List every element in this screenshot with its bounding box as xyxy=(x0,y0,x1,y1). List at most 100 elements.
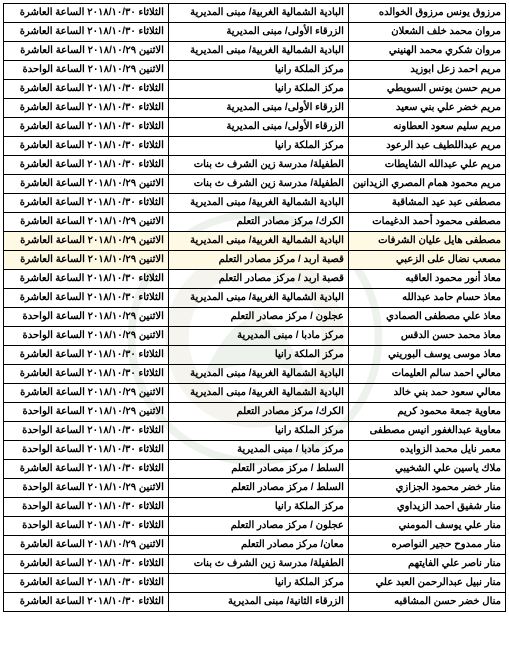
name-cell: منار ممدوح حجير النواصره xyxy=(348,536,505,555)
name-cell: مريم محمود همام المصري الزيدانين xyxy=(348,175,505,194)
location-cell: الكرك/ مركز مصادر التعلم xyxy=(168,403,348,422)
datetime-cell: الاثنين ٢٠١٨/١٠/٢٩ الساعة الواحدة xyxy=(4,479,169,498)
location-cell: الطفيلة/ مدرسة زين الشرف ث بنات xyxy=(168,175,348,194)
table-row: منار ناصر علي الفايتهمالطفيلة/ مدرسة زين… xyxy=(4,555,506,574)
table-row: مصطفى عبد عيد المشاقبةالبادية الشمالية ا… xyxy=(4,194,506,213)
datetime-cell: الاثنين ٢٠١٨/١٠/٢٩ الساعة العاشرة xyxy=(4,251,169,270)
table-row: معاذ أنور محمود العاقبهقصبة اربد / مركز … xyxy=(4,270,506,289)
datetime-cell: الثلاثاء ٢٠١٨/١٠/٣٠ الساعة العاشرة xyxy=(4,574,169,593)
table-row: معاذ حسام حامد عبداللهالبادية الشمالية ا… xyxy=(4,289,506,308)
location-cell: البادية الشمالية الغربية/ مبنى المديرية xyxy=(168,194,348,213)
location-cell: السلط / مركز مصادر التعلم xyxy=(168,479,348,498)
location-cell: الكرك/ مركز مصادر التعلم xyxy=(168,213,348,232)
location-cell: مركز الملكة رانيا xyxy=(168,80,348,99)
location-cell: قصبة اربد / مركز مصادر التعلم xyxy=(168,251,348,270)
location-cell: عجلون / مركز مصادر التعلم xyxy=(168,517,348,536)
location-cell: الطفيلة/ مدرسة زين الشرف ث بنات xyxy=(168,156,348,175)
datetime-cell: الثلاثاء ٢٠١٨/١٠/٣٠ الساعة العاشرة xyxy=(4,555,169,574)
name-cell: معاذ حسام حامد عبدالله xyxy=(348,289,505,308)
datetime-cell: الثلاثاء ٢٠١٨/١٠/٣٠ الساعة الواحدة xyxy=(4,441,169,460)
location-cell: مركز مادبا / مبنى المديرية xyxy=(168,441,348,460)
name-cell: معاوية عبدالغفور انيس مصطفى xyxy=(348,422,505,441)
name-cell: مصطفى محمود أحمد الدغيمات xyxy=(348,213,505,232)
name-cell: منار شفيق احمد الزيداوي xyxy=(348,498,505,517)
data-table: مرزوق يونس مرزوق الخوالدهالبادية الشمالي… xyxy=(3,3,506,612)
name-cell: مصطفى عبد عيد المشاقبة xyxy=(348,194,505,213)
table-row: مروان محمد خلف الشعلانالزرقاء الأولى/ مب… xyxy=(4,23,506,42)
name-cell: معاذ محمد حسن الدقس xyxy=(348,327,505,346)
datetime-cell: الاثنين ٢٠١٨/١٠/٢٩ الساعة العاشرة xyxy=(4,213,169,232)
name-cell: منال خضر حسن المشاقبه xyxy=(348,593,505,612)
datetime-cell: الاثنين ٢٠١٨/١٠/٢٩ الساعة العاشرة xyxy=(4,536,169,555)
datetime-cell: الثلاثاء ٢٠١٨/١٠/٣٠ الساعة العاشرة xyxy=(4,194,169,213)
location-cell: الزرقاء الأولى/ مبنى المديرية xyxy=(168,99,348,118)
name-cell: معاذ أنور محمود العاقبه xyxy=(348,270,505,289)
name-cell: منار خضر محمود الجزازي xyxy=(348,479,505,498)
location-cell: مركز الملكة رانيا xyxy=(168,574,348,593)
name-cell: معالي احمد سالم العليمات xyxy=(348,365,505,384)
location-cell: البادية الشمالية الغربية/ مبنى المديرية xyxy=(168,384,348,403)
table-row: منال خضر حسن المشاقبهالزرقاء الثانية/ مب… xyxy=(4,593,506,612)
datetime-cell: الثلاثاء ٢٠١٨/١٠/٣٠ الساعة العاشرة xyxy=(4,118,169,137)
location-cell: البادية الشمالية الغربية/ مبنى المديرية xyxy=(168,42,348,61)
datetime-cell: الثلاثاء ٢٠١٨/١٠/٣٠ الساعة العاشرة xyxy=(4,137,169,156)
datetime-cell: الثلاثاء ٢٠١٨/١٠/٣٠ الساعة العاشرة xyxy=(4,4,169,23)
datetime-cell: الثلاثاء ٢٠١٨/١٠/٣٠ الساعة العاشرة xyxy=(4,99,169,118)
table-row: مريم حسن يونس السويطيمركز الملكة رانياال… xyxy=(4,80,506,99)
name-cell: معمر نايل محمد الزوايده xyxy=(348,441,505,460)
datetime-cell: الثلاثاء ٢٠١٨/١٠/٣٠ الساعة العاشرة xyxy=(4,346,169,365)
datetime-cell: الثلاثاء ٢٠١٨/١٠/٣٠ الساعة الواحدة xyxy=(4,498,169,517)
datetime-cell: الاثنين ٢٠١٨/١٠/٢٩ الساعة الواحدة xyxy=(4,308,169,327)
table-row: منار علي يوسف المومنيعجلون / مركز مصادر … xyxy=(4,517,506,536)
datetime-cell: الثلاثاء ٢٠١٨/١٠/٣٠ الساعة العاشرة xyxy=(4,460,169,479)
location-cell: مركز الملكة رانيا xyxy=(168,422,348,441)
table-row: مريم علي عبدالله الشايطاتالطفيلة/ مدرسة … xyxy=(4,156,506,175)
table-row: معاذ موسى يوسف البورينيمركز الملكة رانيا… xyxy=(4,346,506,365)
name-cell: معاوية جمعة محمود كريم xyxy=(348,403,505,422)
table-row: معمر نايل محمد الزوايدهمركز مادبا / مبنى… xyxy=(4,441,506,460)
location-cell: مركز الملكة رانيا xyxy=(168,61,348,80)
table-row: معاذ علي مصطفى الصماديعجلون / مركز مصادر… xyxy=(4,308,506,327)
name-cell: معاذ علي مصطفى الصمادي xyxy=(348,308,505,327)
location-cell: السلط / مركز مصادر التعلم xyxy=(168,460,348,479)
location-cell: البادية الشمالية الغربية/ مبنى المديرية xyxy=(168,365,348,384)
location-cell: البادية الشمالية الغربية/ مبنى المديرية xyxy=(168,289,348,308)
datetime-cell: الاثنين ٢٠١٨/١٠/٢٩ الساعة العاشرة xyxy=(4,175,169,194)
datetime-cell: الاثنين ٢٠١٨/١٠/٢٩ الساعة الواحدة xyxy=(4,61,169,80)
table-row: معاوية جمعة محمود كريمالكرك/ مركز مصادر … xyxy=(4,403,506,422)
location-cell: الزرقاء الأولى/ مبنى المديرية xyxy=(168,23,348,42)
name-cell: ملاك ياسين علي الشخيبي xyxy=(348,460,505,479)
location-cell: مركز الملكة رانيا xyxy=(168,498,348,517)
name-cell: مصعب نضال على الزعبي xyxy=(348,251,505,270)
name-cell: مريم علي عبدالله الشايطات xyxy=(348,156,505,175)
datetime-cell: الاثنين ٢٠١٨/١٠/٢٩ الساعة الواحدة xyxy=(4,327,169,346)
table-row: مصعب نضال على الزعبيقصبة اربد / مركز مصا… xyxy=(4,251,506,270)
name-cell: منار علي يوسف المومني xyxy=(348,517,505,536)
table-row: مرزوق يونس مرزوق الخوالدهالبادية الشمالي… xyxy=(4,4,506,23)
table-row: مريم عبداللطيف عبد الرعودمركز الملكة ران… xyxy=(4,137,506,156)
name-cell: مريم سليم سعود العطاونه xyxy=(348,118,505,137)
table-row: منار ممدوح حجير النواصرهمعان/ مركز مصادر… xyxy=(4,536,506,555)
table-row: معالي احمد سالم العليماتالبادية الشمالية… xyxy=(4,365,506,384)
table-row: مريم خضر علي بني سعيدالزرقاء الأولى/ مبن… xyxy=(4,99,506,118)
name-cell: مريم خضر علي بني سعيد xyxy=(348,99,505,118)
location-cell: معان/ مركز مصادر التعلم xyxy=(168,536,348,555)
name-cell: معالي سعود حمد بني خالد xyxy=(348,384,505,403)
table-row: مروان شكري محمد الهنينيالبادية الشمالية … xyxy=(4,42,506,61)
location-cell: عجلون / مركز مصادر التعلم xyxy=(168,308,348,327)
datetime-cell: الثلاثاء ٢٠١٨/١٠/٣٠ الساعة العاشرة xyxy=(4,593,169,612)
location-cell: الطفيلة/ مدرسة زين الشرف ث بنات xyxy=(168,555,348,574)
table-row: ملاك ياسين علي الشخيبيالسلط / مركز مصادر… xyxy=(4,460,506,479)
datetime-cell: الثلاثاء ٢٠١٨/١٠/٣٠ الساعة العاشرة xyxy=(4,23,169,42)
location-cell: مركز الملكة رانيا xyxy=(168,137,348,156)
location-cell: مركز الملكة رانيا xyxy=(168,346,348,365)
datetime-cell: الاثنين ٢٠١٨/١٠/٢٩ الساعة الواحدة xyxy=(4,403,169,422)
table-row: منار نبيل عبدالرحمن العبد عليمركز الملكة… xyxy=(4,574,506,593)
name-cell: مروان محمد خلف الشعلان xyxy=(348,23,505,42)
name-cell: مريم عبداللطيف عبد الرعود xyxy=(348,137,505,156)
name-cell: مريم احمد زعل ابوزيد xyxy=(348,61,505,80)
datetime-cell: الاثنين ٢٠١٨/١٠/٢٩ الساعة العاشرة xyxy=(4,42,169,61)
table-row: مريم محمود همام المصري الزيدانينالطفيلة/… xyxy=(4,175,506,194)
table-row: مصطفى محمود أحمد الدغيماتالكرك/ مركز مصا… xyxy=(4,213,506,232)
table-row: معاوية عبدالغفور انيس مصطفىمركز الملكة ر… xyxy=(4,422,506,441)
